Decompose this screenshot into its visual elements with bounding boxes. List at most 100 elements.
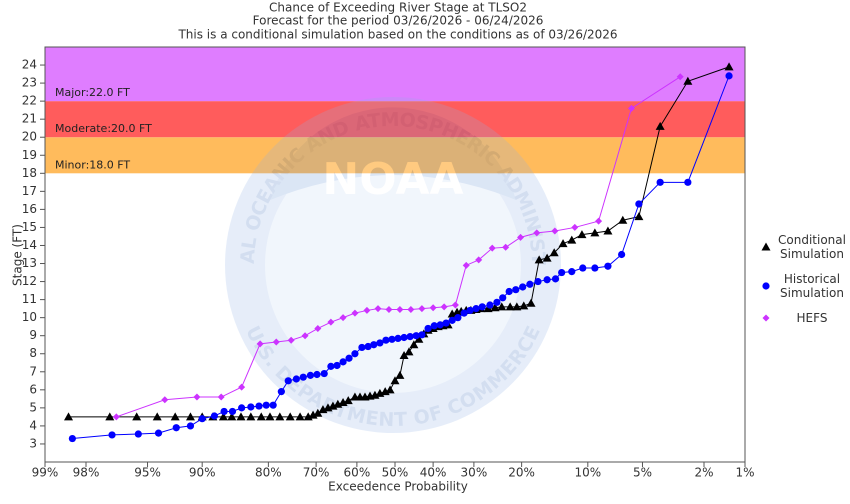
legend-label-line: Historical (784, 272, 840, 286)
marker (396, 306, 404, 314)
x-axis-label: Exceedence Probability (328, 480, 468, 494)
series (64, 62, 734, 421)
marker (390, 376, 400, 385)
series (68, 72, 733, 443)
flood-label: Moderate:20.0 FT (55, 122, 152, 135)
marker (418, 305, 426, 313)
marker (534, 255, 544, 264)
y-tick-label: 15 (22, 220, 37, 234)
marker (558, 239, 568, 248)
legend-label-line: Simulation (780, 286, 844, 300)
legend-label-line: HEFS (797, 311, 828, 325)
marker (534, 277, 542, 286)
marker (186, 422, 195, 430)
marker (265, 412, 275, 421)
marker (424, 324, 432, 333)
plot-area: 3 4 5 6 7 8 9 10 11 12 13 14 15 16 17 18 19 20 21 22 23 24 99%… (22, 46, 755, 480)
x-tick-label: 50% (382, 466, 409, 480)
marker (320, 369, 328, 378)
x-tick-label: 70% (303, 466, 330, 480)
legend-label-line: Simulation (780, 247, 844, 261)
y-tick-label: 22 (22, 94, 37, 108)
marker (399, 351, 409, 360)
x-tick-label: 95% (134, 466, 161, 480)
y-tick-label: 24 (22, 58, 37, 72)
x-tick-label: 80% (255, 466, 282, 480)
marker (363, 306, 371, 314)
marker (327, 318, 335, 326)
marker (172, 424, 180, 432)
marker (292, 375, 300, 383)
flood-band (45, 47, 745, 102)
marker (228, 407, 237, 416)
marker (154, 429, 163, 437)
marker (430, 322, 438, 330)
marker (683, 76, 693, 85)
marker (299, 373, 307, 381)
marker (345, 354, 353, 362)
marker (526, 298, 536, 307)
x-tick-label: 10% (574, 466, 601, 480)
y-tick-label: 17 (22, 184, 37, 198)
legend-marker (761, 242, 771, 251)
marker (161, 396, 169, 404)
marker (132, 412, 142, 421)
marker (429, 304, 437, 312)
marker (247, 403, 255, 411)
x-tick-label: 2% (694, 466, 713, 480)
y-tick-label: 9 (29, 328, 37, 342)
marker (277, 388, 285, 396)
legend-marker (762, 314, 770, 322)
marker (499, 294, 507, 302)
marker (295, 412, 305, 421)
marker (517, 233, 525, 241)
marker (333, 361, 341, 370)
y-tick-label: 12 (22, 274, 37, 288)
legend-label-line: Conditional (778, 233, 846, 247)
marker (68, 434, 76, 443)
flood-label: Minor:18.0 FT (55, 158, 130, 171)
marker (385, 306, 393, 314)
flood-bands: Minor:18.0 FT Moderate:20.0 FT Major:22.0 … (45, 47, 745, 174)
marker (460, 309, 468, 317)
marker (343, 396, 353, 405)
x-tick-label: 30% (461, 466, 488, 480)
marker (262, 401, 270, 409)
y-tick-label: 4 (29, 418, 37, 432)
marker (505, 287, 513, 296)
legend-marker (762, 282, 770, 290)
marker (542, 253, 552, 262)
x-tick-label: 60% (344, 466, 371, 480)
marker (409, 340, 419, 349)
marker (635, 200, 643, 208)
marker (603, 226, 613, 235)
marker (217, 393, 225, 401)
marker (382, 336, 390, 344)
watermark-disc (265, 137, 521, 393)
marker (395, 370, 405, 379)
marker (236, 412, 246, 421)
marker (475, 256, 483, 264)
marker (327, 362, 335, 370)
marker (483, 304, 493, 313)
marker (462, 261, 470, 269)
marker (568, 268, 576, 276)
chart-title: Chance of Exceeding River Stage at TLSO2 (269, 1, 527, 15)
watermark-gull (270, 107, 516, 200)
marker (275, 412, 285, 421)
marker (571, 223, 579, 231)
marker (284, 377, 292, 385)
marker (595, 217, 603, 225)
marker (394, 334, 402, 343)
marker (551, 227, 559, 235)
y-tick-label: 8 (29, 346, 37, 360)
marker (185, 412, 195, 421)
marker (210, 412, 219, 420)
y-tick-label: 10 (22, 310, 37, 324)
marker (627, 104, 635, 112)
marker (400, 333, 408, 342)
y-tick-label: 13 (22, 256, 37, 270)
marker (388, 335, 396, 343)
series (112, 73, 684, 421)
